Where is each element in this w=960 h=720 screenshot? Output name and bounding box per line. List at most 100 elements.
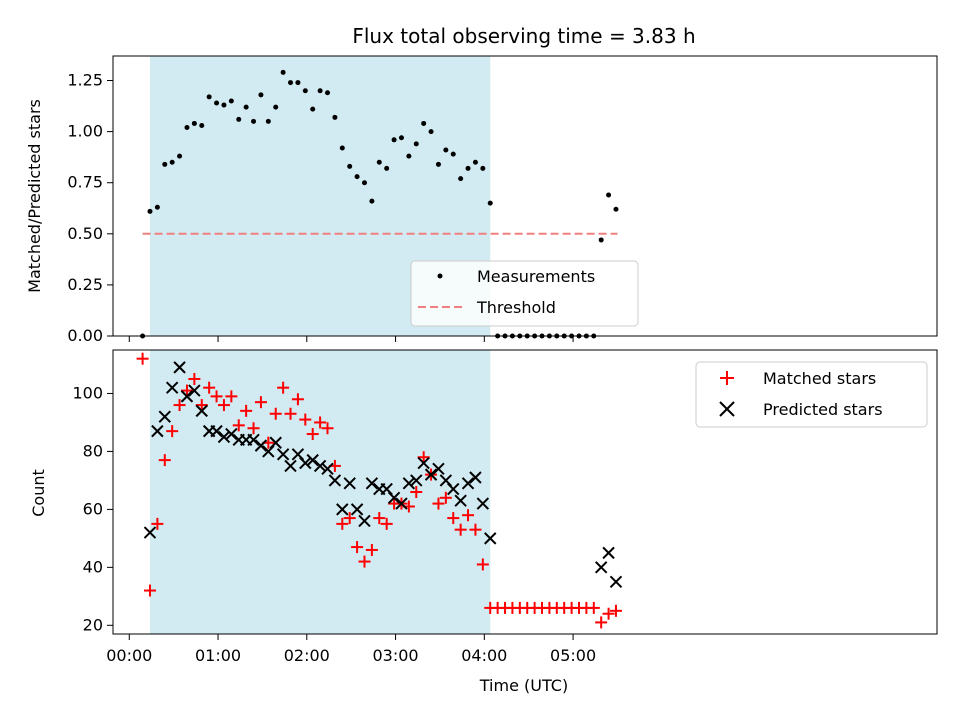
- matched-star-point: [343, 512, 356, 525]
- top-y-tick-label: 1.25: [67, 71, 103, 90]
- top-y-axis-label: Matched/Predicted stars: [25, 99, 44, 293]
- measurement-point: [361, 180, 367, 186]
- matched-star-point: [269, 407, 282, 420]
- legend-matched-marker: [720, 371, 734, 385]
- predicted-star-point: [350, 503, 364, 516]
- measurement-point: [606, 192, 612, 198]
- predicted-star-point: [343, 477, 356, 490]
- bottom-y-axis-label: Count: [29, 469, 48, 517]
- top-y-tick-label: 0.25: [67, 275, 103, 294]
- measurement-point: [369, 198, 375, 204]
- measurement-point: [310, 106, 316, 112]
- matched-star-point: [476, 558, 489, 571]
- predicted-star-point: [299, 456, 312, 470]
- predicted-star-point: [594, 561, 608, 574]
- predicted-star-point: [609, 575, 623, 589]
- matched-star-point: [195, 399, 208, 412]
- predicted-star-point: [328, 474, 342, 487]
- bottom-y-tick-label: 80: [83, 441, 103, 460]
- measurement-point: [332, 114, 338, 120]
- predicted-star-point: [424, 468, 438, 481]
- measurement-point: [191, 120, 197, 126]
- measurement-point: [347, 163, 353, 169]
- measurement-point: [288, 80, 294, 86]
- predicted-star-point: [217, 430, 231, 444]
- predicted-star-point: [195, 404, 208, 418]
- matched-star-point: [143, 584, 156, 597]
- measurement-point: [258, 92, 264, 98]
- measurement-point: [472, 159, 478, 165]
- matched-star-point: [188, 372, 201, 385]
- measurement-point: [435, 161, 441, 167]
- predicted-star-point: [151, 424, 164, 438]
- measurement-point: [613, 206, 619, 212]
- top-panel: 0.00 0.25 0.50 0.75 1.00 1.25 Matched/Predict…: [25, 55, 938, 345]
- measurement-point: [465, 165, 471, 171]
- x-tick-label: 05:00: [550, 646, 596, 665]
- legend-matched-label: Matched stars: [763, 369, 876, 388]
- predicted-star-point: [469, 471, 482, 484]
- predicted-star-point: [410, 474, 423, 487]
- measurement-point: [243, 104, 249, 110]
- matched-star-point: [314, 416, 327, 429]
- top-x-ticks: [128, 336, 574, 342]
- predicted-star-point: [461, 477, 475, 490]
- measurement-point: [458, 176, 464, 182]
- predicted-star-point: [247, 433, 260, 447]
- bottom-y-tick-label: 60: [83, 499, 103, 518]
- x-axis-label: Time (UTC): [479, 676, 568, 695]
- measurement-point: [206, 94, 212, 100]
- predicted-star-point: [358, 514, 371, 528]
- measurement-point: [443, 147, 449, 153]
- predicted-star-point: [284, 459, 297, 473]
- legend-predicted-label: Predicted stars: [763, 400, 883, 419]
- measurement-point: [214, 100, 220, 106]
- measurement-point: [236, 116, 242, 122]
- measurement-point: [199, 122, 205, 128]
- matched-star-point: [358, 555, 371, 568]
- bottom-observing-window: [149, 350, 491, 634]
- matched-star-point: [417, 451, 430, 464]
- legend-predicted-marker: [719, 401, 735, 417]
- predicted-star-point: [395, 497, 408, 510]
- top-y-ticks: 0.00 0.25 0.50 0.75 1.00 1.25: [67, 71, 113, 345]
- x-tick-label: 03:00: [373, 646, 419, 665]
- predicted-star-point: [276, 448, 290, 461]
- x-tick-label: 00:00: [106, 646, 152, 665]
- matched-star-point: [173, 399, 186, 412]
- matched-star-point: [299, 413, 312, 426]
- matched-star-point: [254, 396, 267, 409]
- matched-star-point: [365, 543, 378, 556]
- measurement-point: [384, 165, 390, 171]
- measurement-point: [162, 161, 168, 167]
- predicted-star-point: [188, 384, 201, 397]
- measurement-points: [140, 69, 619, 339]
- predicted-star-point: [602, 546, 615, 560]
- measurement-point: [398, 135, 404, 141]
- measurement-point: [177, 153, 183, 159]
- x-tick-label: 04:00: [461, 646, 507, 665]
- matched-star-point: [247, 422, 260, 435]
- measurement-point: [487, 200, 493, 206]
- matched-star-point: [225, 390, 238, 403]
- predicted-star-point: [321, 462, 334, 476]
- predicted-star-point: [313, 459, 327, 473]
- measurement-point: [317, 88, 323, 94]
- matched-star-point: [158, 454, 171, 467]
- measurement-point: [280, 69, 286, 75]
- matched-star-point: [380, 517, 393, 530]
- matched-star-point: [210, 390, 223, 403]
- top-axes-frame: [112, 55, 938, 337]
- chart-title: Flux total observing time = 3.83 h: [352, 24, 695, 48]
- matched-star-point: [410, 486, 423, 498]
- top-y-tick-label: 0.00: [67, 326, 103, 345]
- top-legend: Measurements Threshold: [410, 260, 639, 327]
- predicted-star-point: [173, 361, 186, 374]
- bottom-legend: Matched stars Predicted stars: [695, 361, 928, 428]
- predicted-star-point: [365, 477, 379, 490]
- matched-star-point: [447, 512, 460, 525]
- matched-star-point: [602, 607, 615, 620]
- matched-star-point: [432, 497, 445, 510]
- top-y-tick-label: 0.75: [67, 173, 103, 192]
